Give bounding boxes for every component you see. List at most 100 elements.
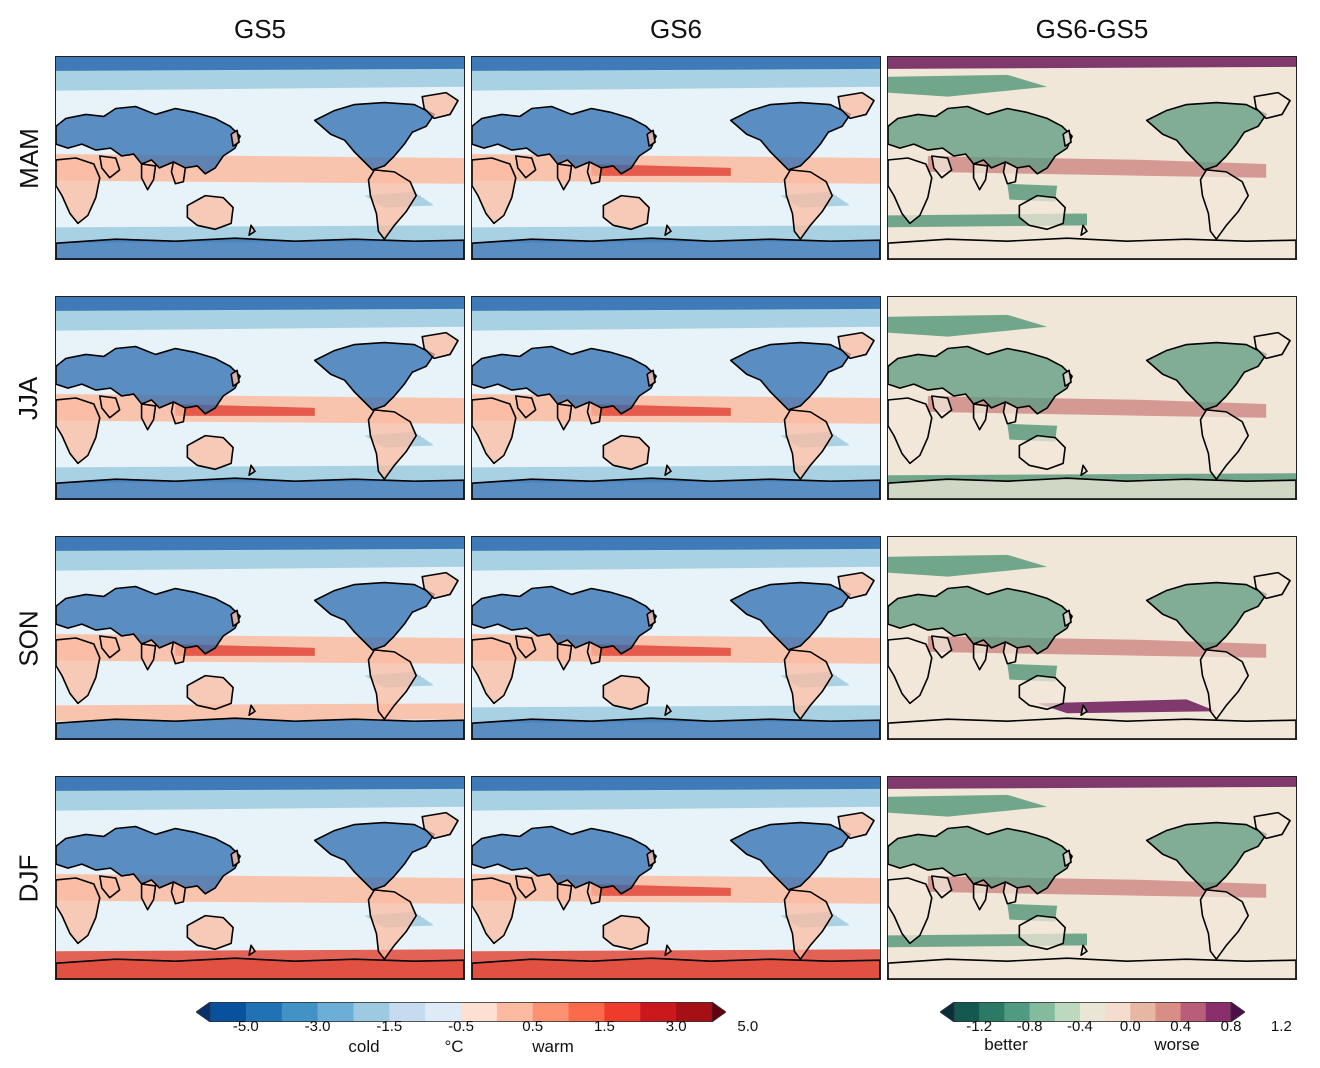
coast-namerica — [313, 341, 435, 411]
coast-africa — [888, 637, 933, 705]
coast-samerica — [783, 649, 834, 720]
colorbar-swatch — [568, 1002, 605, 1022]
map-panel-gs6-mam — [471, 56, 881, 260]
coast-india — [972, 643, 989, 671]
coast-australia — [602, 194, 650, 231]
coast-india — [972, 883, 989, 911]
world-map — [888, 57, 1296, 259]
coast-samerica — [783, 169, 834, 240]
colorbar-swatch — [245, 1002, 283, 1022]
field-patch — [472, 297, 880, 311]
world-map — [472, 777, 880, 979]
map-panel-gs6-gs5-mam — [887, 56, 1297, 260]
colorbar-tick-label: -5.0 — [232, 1018, 259, 1035]
coast-japan — [230, 849, 240, 867]
colorbar-swatch — [979, 1002, 1005, 1022]
field-patch — [56, 703, 464, 722]
map-panel-gs5-mam — [55, 56, 465, 260]
world-map — [56, 57, 464, 259]
coast-australia — [602, 914, 650, 951]
coast-australia — [1018, 674, 1066, 711]
coast-namerica — [729, 101, 851, 171]
coast-india — [556, 403, 573, 431]
coast-arabia — [930, 875, 953, 899]
colorbar-tick-label: 3.0 — [665, 1018, 687, 1035]
coast-namerica — [729, 341, 851, 411]
field-patch — [888, 777, 1296, 789]
field-patch — [472, 537, 880, 551]
coast-nz — [664, 464, 672, 477]
field-patch — [888, 794, 1048, 817]
colorbar-bias-bar — [195, 1001, 727, 1023]
coast-eurasia — [56, 345, 241, 415]
coast-india — [556, 883, 573, 911]
coast-arabia — [930, 635, 953, 659]
coast-africa — [56, 157, 101, 225]
row-label-son: SON — [13, 609, 44, 667]
coast-greenland — [1253, 91, 1291, 120]
coast-namerica — [1145, 341, 1267, 411]
coast-eurasia — [472, 105, 657, 175]
map-panel-gs6-djf — [471, 776, 881, 980]
coast-seasia — [170, 881, 187, 905]
colorbar-swatch — [461, 1002, 498, 1022]
coast-greenland — [1253, 811, 1291, 840]
coast-greenland — [837, 571, 875, 600]
colorbar-tick-label: 5.0 — [737, 1018, 759, 1035]
coast-seasia — [170, 641, 187, 665]
coast-japan — [646, 369, 656, 387]
colorbar-swatch — [532, 1002, 570, 1022]
coast-india — [556, 643, 573, 671]
colorbar-tick-label: -0.5 — [448, 1018, 474, 1035]
world-map — [472, 297, 880, 499]
coast-samerica — [783, 409, 834, 480]
coast-australia — [1018, 914, 1066, 951]
colorbar-swatch — [640, 1002, 677, 1022]
coast-nz — [1080, 464, 1088, 477]
colorbar-swatch — [954, 1002, 980, 1022]
colorbar-bias-cold-label: cold — [348, 1037, 380, 1056]
coast-antarctica — [56, 237, 464, 259]
colorbar-swatch — [1079, 1002, 1106, 1022]
coast-namerica — [313, 101, 435, 171]
row-label-mam: MAM — [13, 127, 44, 189]
coast-japan — [230, 609, 240, 627]
coast-africa — [472, 637, 517, 705]
coast-greenland — [837, 91, 875, 120]
coast-namerica — [313, 581, 435, 651]
coast-greenland — [421, 331, 459, 360]
colorbar-tick-label: -1.5 — [376, 1018, 403, 1035]
coast-samerica — [1199, 409, 1250, 480]
coast-greenland — [1253, 331, 1291, 360]
coast-namerica — [729, 821, 851, 891]
coast-seasia — [586, 401, 603, 425]
field-patch — [56, 297, 464, 311]
coast-antarctica — [56, 957, 464, 979]
colorbar-tick-label: 1.5 — [593, 1018, 615, 1035]
coast-arabia — [514, 155, 537, 179]
colorbar-swatch — [425, 1002, 462, 1022]
coast-eurasia — [56, 825, 241, 895]
map-panel-gs6-son — [471, 536, 881, 740]
column-title-gs5: GS5 — [233, 14, 287, 44]
colorbar-arrow-left — [939, 1001, 955, 1023]
coast-nz — [1080, 224, 1088, 237]
field-patch — [888, 57, 1296, 69]
coast-arabia — [930, 155, 953, 179]
coast-seasia — [1002, 881, 1019, 905]
colorbar-bias — [195, 1001, 727, 1023]
field-patch — [888, 554, 1048, 577]
colorbar-tick-label: 0.5 — [522, 1018, 544, 1035]
colorbar-swatch — [1155, 1002, 1182, 1022]
colorbar-swatch — [1054, 1002, 1081, 1022]
coast-antarctica — [472, 477, 880, 499]
coast-eurasia — [56, 585, 241, 655]
field-patch — [56, 777, 464, 791]
colorbar-arrow-left — [195, 1001, 211, 1023]
colorbar-bias-warm-label: warm — [532, 1037, 574, 1056]
coast-eurasia — [56, 105, 241, 175]
coast-australia — [1018, 434, 1066, 471]
row-label-djf: DJF — [13, 854, 44, 902]
coast-antarctica — [56, 477, 464, 499]
coast-greenland — [421, 571, 459, 600]
